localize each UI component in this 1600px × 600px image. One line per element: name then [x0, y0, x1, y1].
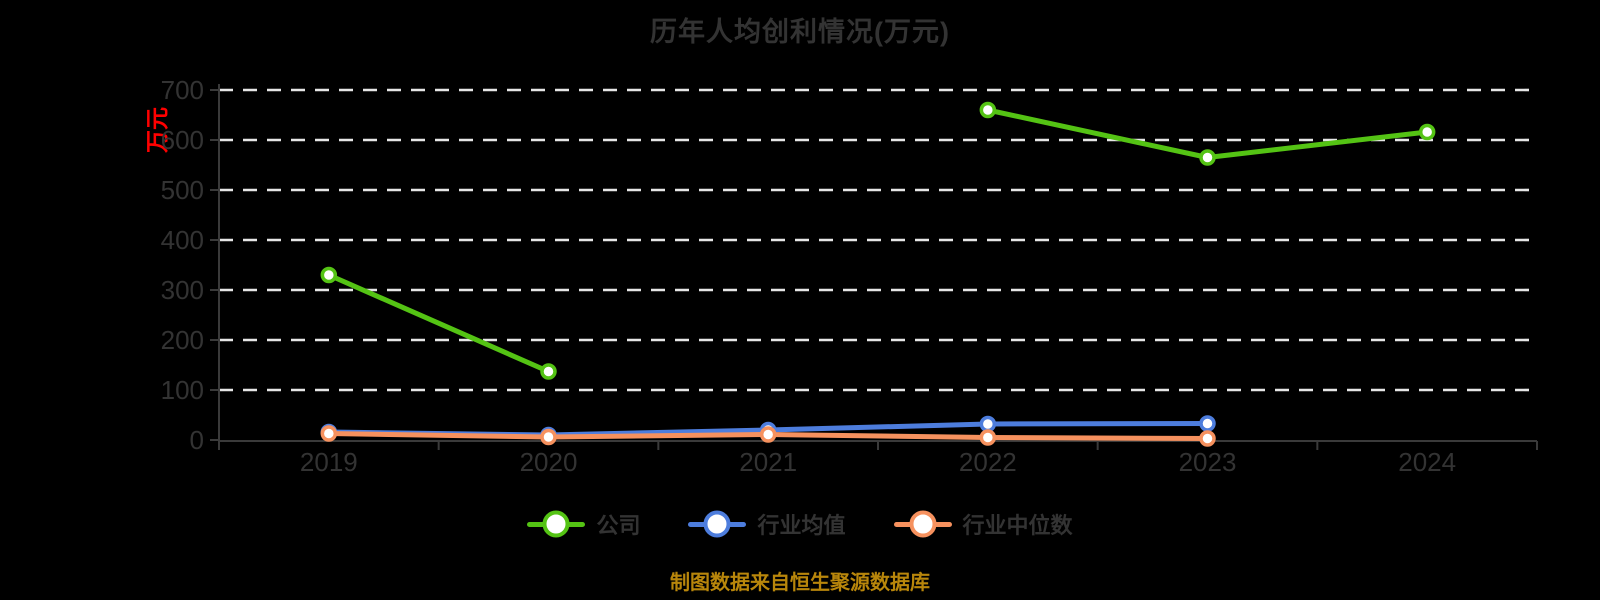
legend-marker-line — [688, 510, 747, 538]
y-tick-label: 300 — [161, 275, 204, 305]
y-tick-label: 100 — [161, 375, 204, 405]
legend-item-company[interactable]: 公司 — [527, 508, 640, 540]
data-point-company[interactable] — [1418, 123, 1436, 141]
x-tick-label: 2020 — [520, 447, 578, 477]
y-tick-label: 700 — [161, 75, 204, 105]
data-point-industry-average[interactable] — [1199, 415, 1216, 432]
series-company[interactable] — [320, 101, 1436, 380]
legend-marker-line — [527, 510, 586, 538]
data-point-company[interactable] — [979, 101, 997, 119]
series-line-company[interactable] — [326, 272, 551, 374]
y-tick-label: 600 — [161, 125, 204, 155]
data-point-company[interactable] — [1199, 149, 1216, 166]
y-tick-label: 400 — [161, 225, 204, 255]
legend-marker-line — [893, 510, 952, 538]
chart-title: 历年人均创利情况(万元) — [650, 17, 950, 47]
data-point-industry-median[interactable] — [320, 425, 338, 442]
x-tick-label: 2021 — [739, 447, 797, 477]
y-tick-label: 0 — [190, 425, 204, 455]
legend-item-industry-average[interactable]: 行业均值 — [688, 508, 846, 540]
y-tick-label: 500 — [161, 175, 204, 205]
legend-marker-dot — [909, 510, 936, 538]
data-point-industry-median[interactable] — [759, 426, 777, 443]
x-tick-label: 2022 — [959, 447, 1017, 477]
data-point-industry-median[interactable] — [1199, 430, 1216, 447]
data-point-company[interactable] — [540, 363, 557, 380]
legend-marker-dot — [542, 510, 570, 538]
data-point-industry-median[interactable] — [540, 428, 557, 446]
x-tick-label: 2023 — [1179, 447, 1237, 477]
legend-label: 行业均值 — [757, 513, 846, 538]
series-industry-median[interactable] — [320, 425, 1216, 447]
legend: 公司 行业均值 行业中位数 — [0, 508, 1600, 540]
legend-label: 行业中位数 — [962, 513, 1073, 538]
data-point-company[interactable] — [320, 266, 338, 284]
y-tick-label: 200 — [161, 325, 204, 355]
x-tick-label: 2019 — [300, 447, 358, 477]
data-point-industry-average[interactable] — [979, 415, 997, 433]
source-note: 制图数据来自恒生聚源数据库 — [670, 572, 930, 594]
legend-label: 公司 — [596, 513, 641, 538]
legend-item-industry-median[interactable]: 行业中位数 — [893, 508, 1073, 540]
x-tick-label: 2024 — [1398, 447, 1456, 477]
data-point-industry-median[interactable] — [979, 429, 997, 446]
legend-marker-dot — [703, 510, 731, 538]
